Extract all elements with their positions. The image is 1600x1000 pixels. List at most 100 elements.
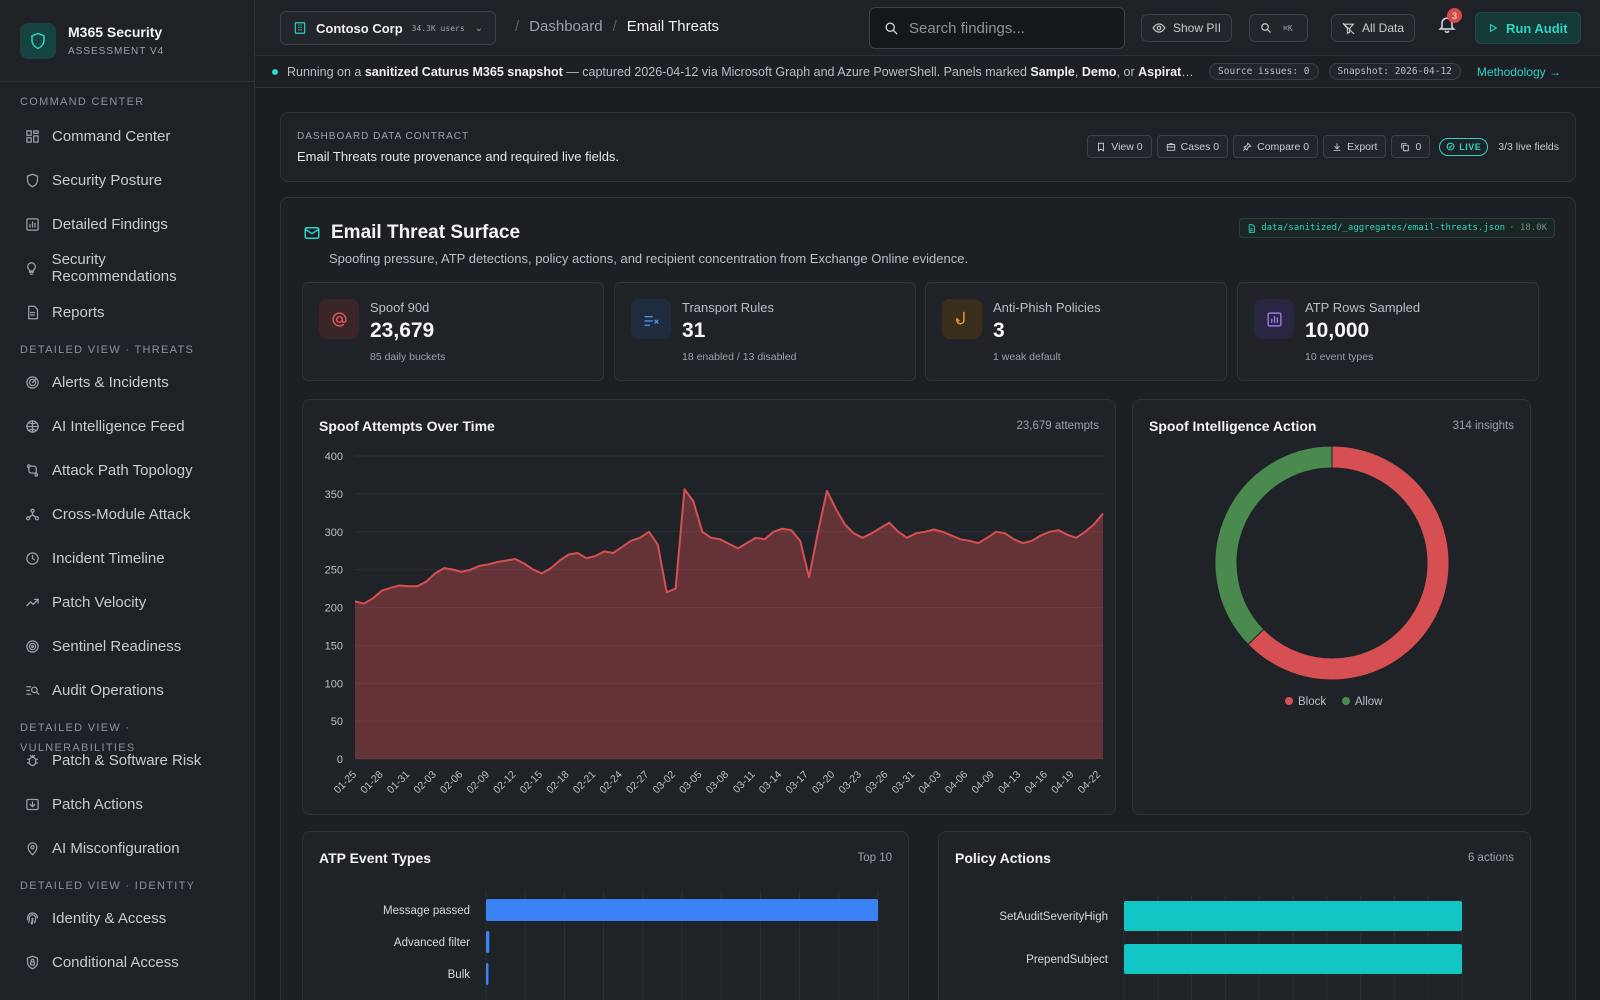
spoof-action-donut[interactable]: Block Allow <box>1133 400 1532 816</box>
x-tick-label: 03-05 <box>677 769 705 797</box>
view-button[interactable]: View 0 <box>1087 135 1152 158</box>
sidebar-item-alerts-incidents[interactable]: Alerts & Incidents <box>0 360 254 404</box>
x-tick-label: 04-06 <box>943 769 971 797</box>
run-audit-button[interactable]: Run Audit <box>1475 12 1581 44</box>
donut-slice-block[interactable] <box>1247 445 1450 681</box>
download-icon <box>1333 142 1341 151</box>
bar[interactable] <box>1124 901 1462 931</box>
search-icon <box>1261 23 1271 33</box>
chart-icon <box>24 216 40 232</box>
view-label: View 0 <box>1111 140 1143 153</box>
sidebar-item-audit-operations[interactable]: Audit Operations <box>0 668 254 712</box>
card-meta: 6 actions <box>1467 852 1514 864</box>
export-button[interactable]: Export <box>1323 135 1387 158</box>
x-tick-label: 04-19 <box>1049 769 1077 797</box>
policy-card: Policy Actions 6 actions SetAuditSeverit… <box>938 831 1531 1000</box>
atp-bar-chart[interactable]: Message passed Advanced filter Bulk <box>303 832 910 1000</box>
compare-label: Compare 0 <box>1257 140 1310 153</box>
bar[interactable] <box>486 899 878 921</box>
sidebar-item-cross-module-attack[interactable]: Cross-Module Attack <box>0 492 254 536</box>
x-tick-label: 04-09 <box>969 769 997 797</box>
source-file-size: · 18.0K <box>1509 223 1547 233</box>
notifications-button[interactable]: 3 <box>1437 8 1462 34</box>
brand[interactable]: M365 Security ASSESSMENT V4 <box>0 0 254 82</box>
sidebar-item-security-recommendations[interactable]: Security Recommendations <box>0 246 254 290</box>
sidebar-item-conditional-access[interactable]: Conditional Access <box>0 940 254 984</box>
legend-swatch <box>1285 697 1293 705</box>
sidebar-item-attack-path-topology[interactable]: Attack Path Topology <box>0 448 254 492</box>
copy-button[interactable]: 0 <box>1391 135 1431 158</box>
sidebar-item-patch-velocity[interactable]: Patch Velocity <box>0 580 254 624</box>
bar-category-label: Bulk <box>448 969 471 981</box>
sidebar-item-reports[interactable]: Reports <box>0 290 254 334</box>
sidebar-item-label: Audit Operations <box>52 681 164 699</box>
panel-title: Email Threat Surface <box>303 222 520 244</box>
nav-section-label: DETAILED VIEW · IDENTITY <box>20 880 196 892</box>
brain-icon <box>24 418 40 434</box>
card-meta: 23,679 attempts <box>1016 420 1099 432</box>
bar-category-label: Message passed <box>383 905 470 917</box>
breadcrumb-root[interactable]: Dashboard <box>529 18 603 35</box>
x-tick-label: 03-02 <box>651 769 679 797</box>
y-tick-label: 400 <box>325 451 343 463</box>
x-tick-label: 03-17 <box>783 769 811 797</box>
org-switcher[interactable]: Contoso Corp 34.3K users ⌄ <box>280 11 496 45</box>
card-meta: Top 10 <box>857 852 892 864</box>
bar-category-label: SetAuditSeverityHigh <box>999 911 1108 923</box>
chart-icon <box>1254 299 1294 339</box>
sidebar-item-security-posture[interactable]: Security Posture <box>0 158 254 202</box>
sidebar-item-incident-timeline[interactable]: Incident Timeline <box>0 536 254 580</box>
spoof-series-line <box>354 488 1104 605</box>
x-tick-label: 02-21 <box>571 769 599 797</box>
quick-search-button[interactable]: ⌘K <box>1249 14 1308 42</box>
pin-icon <box>1243 141 1252 151</box>
policy-bar-chart[interactable]: SetAuditSeverityHigh PrependSubject <box>939 832 1532 1000</box>
x-tick-label: 02-09 <box>465 769 493 797</box>
sidebar-item-patch-actions[interactable]: Patch Actions <box>0 782 254 826</box>
y-tick-label: 100 <box>325 678 343 690</box>
sidebar-item-ai-misconfiguration[interactable]: AI Misconfiguration <box>0 826 254 870</box>
sidebar-item-ai-intelligence-feed[interactable]: AI Intelligence Feed <box>0 404 254 448</box>
kpi-card[interactable]: Spoof 90d 23,679 85 daily buckets <box>302 282 604 381</box>
live-label: LIVE <box>1459 141 1482 152</box>
x-tick-label: 03-26 <box>863 769 891 797</box>
bar[interactable] <box>486 963 489 985</box>
breadcrumb-current: Email Threats <box>626 18 719 35</box>
kpi-subtext: 85 daily buckets <box>370 351 446 363</box>
sidebar-item-label: AI Misconfiguration <box>52 839 180 857</box>
sidebar-item-label: AI Intelligence Feed <box>52 417 185 435</box>
bar[interactable] <box>1124 944 1462 974</box>
hook-icon <box>942 299 982 339</box>
target-icon <box>24 638 40 654</box>
methodology-link[interactable]: Methodology → <box>1476 64 1561 79</box>
y-tick-label: 0 <box>337 754 343 766</box>
x-tick-label: 03-20 <box>810 769 838 797</box>
kpi-card[interactable]: Anti-Phish Policies 3 1 weak default <box>925 282 1227 381</box>
notice-part: , <box>1074 64 1082 79</box>
cases-button[interactable]: Cases 0 <box>1156 135 1229 158</box>
sidebar-item-identity-access[interactable]: Identity & Access <box>0 896 254 940</box>
compare-button[interactable]: Compare 0 <box>1233 135 1319 158</box>
all-data-filter[interactable]: All Data <box>1331 14 1416 42</box>
kpi-card[interactable]: ATP Rows Sampled 10,000 10 event types <box>1237 282 1539 381</box>
sidebar-item-label: Attack Path Topology <box>52 461 193 479</box>
kpi-card[interactable]: Transport Rules 31 18 enabled / 13 disable… <box>614 282 916 381</box>
path-icon <box>24 462 40 478</box>
x-tick-label: 03-23 <box>837 769 865 797</box>
search-input[interactable]: Search findings... <box>869 7 1125 49</box>
location-icon <box>24 840 40 856</box>
sidebar-item-sentinel-readiness[interactable]: Sentinel Readiness <box>0 624 254 668</box>
source-file-link[interactable]: data/sanitized/_aggregates/email-threats… <box>1239 218 1555 238</box>
play-icon <box>1489 23 1498 33</box>
show-pii-button[interactable]: Show PII <box>1141 14 1233 42</box>
sidebar-item-patch-software-risk[interactable]: Patch & Software Risk <box>0 738 254 782</box>
eye-icon <box>1152 23 1166 33</box>
kpi-label: Transport Rules <box>682 300 774 315</box>
sidebar-item-command-center[interactable]: Command Center <box>0 114 254 158</box>
sidebar-item-detailed-findings[interactable]: Detailed Findings <box>0 202 254 246</box>
bar[interactable] <box>486 931 490 953</box>
breadcrumb: / Dashboard / Email Threats <box>505 18 719 35</box>
sidebar-item-label: Sentinel Readiness <box>52 637 182 655</box>
donut-slice-allow[interactable] <box>1214 445 1333 646</box>
